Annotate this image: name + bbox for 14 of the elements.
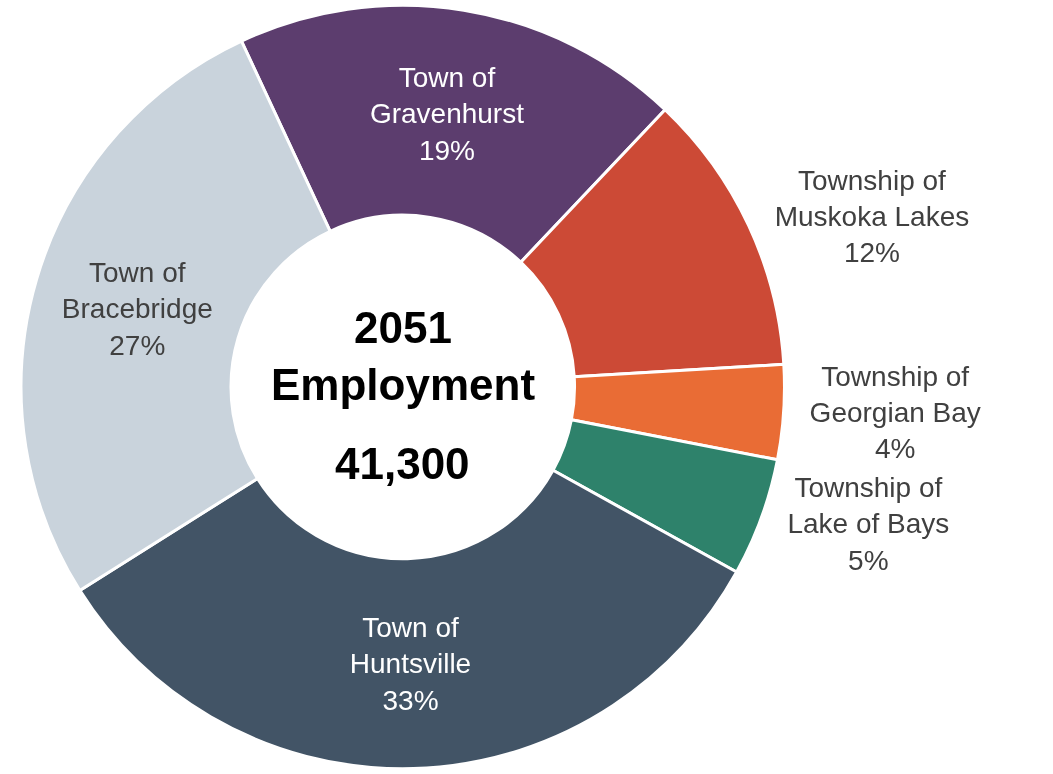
data-label: 33% — [382, 684, 439, 716]
data-label: 12% — [843, 237, 900, 269]
data-label: 27% — [109, 329, 166, 361]
data-label: 5% — [848, 544, 889, 576]
slice-label: Town of Bracebridge — [61, 256, 213, 325]
data-label: 4% — [874, 433, 916, 465]
slice-label: Township of Georgian Bay — [809, 360, 981, 429]
slice-label: Township of Lake of Bays — [787, 471, 950, 540]
slice-label: Town of Gravenhurst — [369, 61, 525, 130]
slice-label: Town of Huntsville — [349, 611, 472, 680]
data-label: 19% — [418, 134, 475, 166]
text: 2051 Employment — [271, 303, 536, 410]
slice-label: Township of Muskoka Lakes — [774, 164, 970, 232]
text: 41,300 — [335, 439, 470, 488]
